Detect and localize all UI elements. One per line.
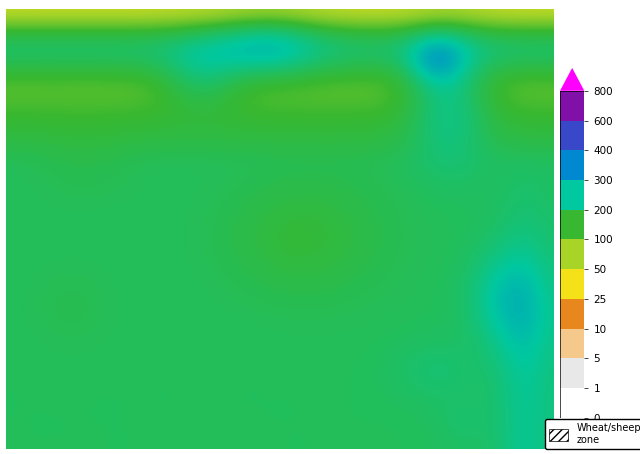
Bar <box>560 269 584 299</box>
Bar <box>560 120 584 150</box>
Bar <box>560 299 584 329</box>
Bar <box>560 239 584 269</box>
Bar <box>560 210 584 239</box>
Bar <box>560 329 584 358</box>
Bar <box>560 150 584 180</box>
Bar <box>560 388 584 418</box>
Bar <box>560 358 584 388</box>
Polygon shape <box>560 68 584 91</box>
Bar <box>560 180 584 210</box>
Legend: Wheat/sheep
zone: Wheat/sheep zone <box>545 419 640 449</box>
Bar <box>560 91 584 120</box>
